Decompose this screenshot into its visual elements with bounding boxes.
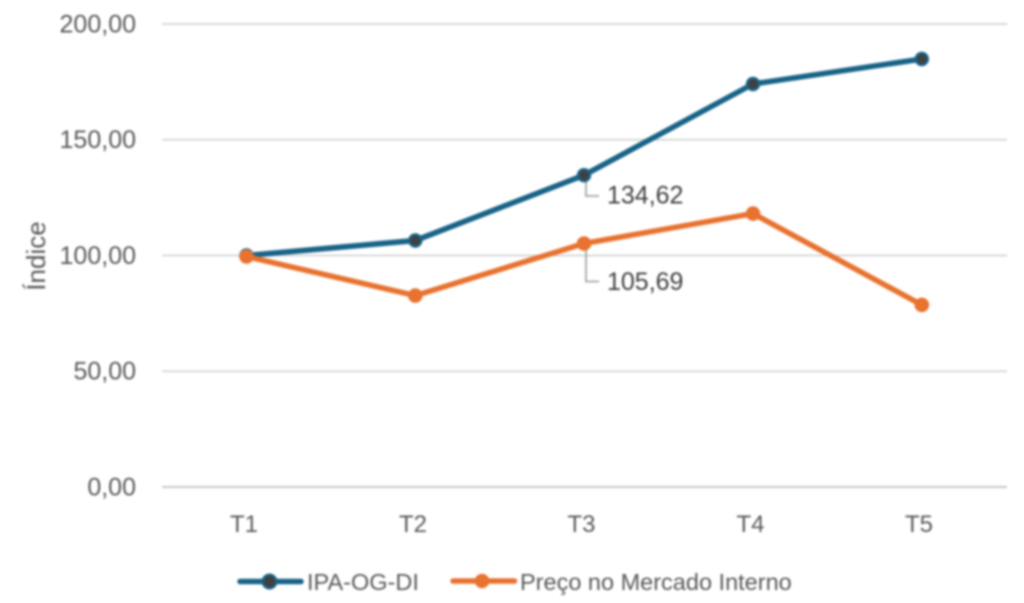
svg-text:134,62: 134,62 <box>607 182 683 210</box>
svg-text:Índice: Índice <box>21 221 51 290</box>
svg-text:T3: T3 <box>567 511 595 538</box>
svg-text:50,00: 50,00 <box>73 358 136 386</box>
svg-text:200,00: 200,00 <box>60 11 136 39</box>
svg-text:IPA-OG-DI: IPA-OG-DI <box>307 569 419 595</box>
svg-text:100,00: 100,00 <box>60 242 136 270</box>
svg-text:T1: T1 <box>230 511 258 538</box>
svg-text:T2: T2 <box>399 511 427 538</box>
svg-text:0,00: 0,00 <box>87 474 136 502</box>
svg-text:T5: T5 <box>905 511 933 538</box>
svg-text:150,00: 150,00 <box>60 126 136 154</box>
svg-text:T4: T4 <box>736 511 764 538</box>
svg-text:Preço no Mercado Interno: Preço no Mercado Interno <box>520 569 792 595</box>
svg-text:105,69: 105,69 <box>607 268 683 296</box>
